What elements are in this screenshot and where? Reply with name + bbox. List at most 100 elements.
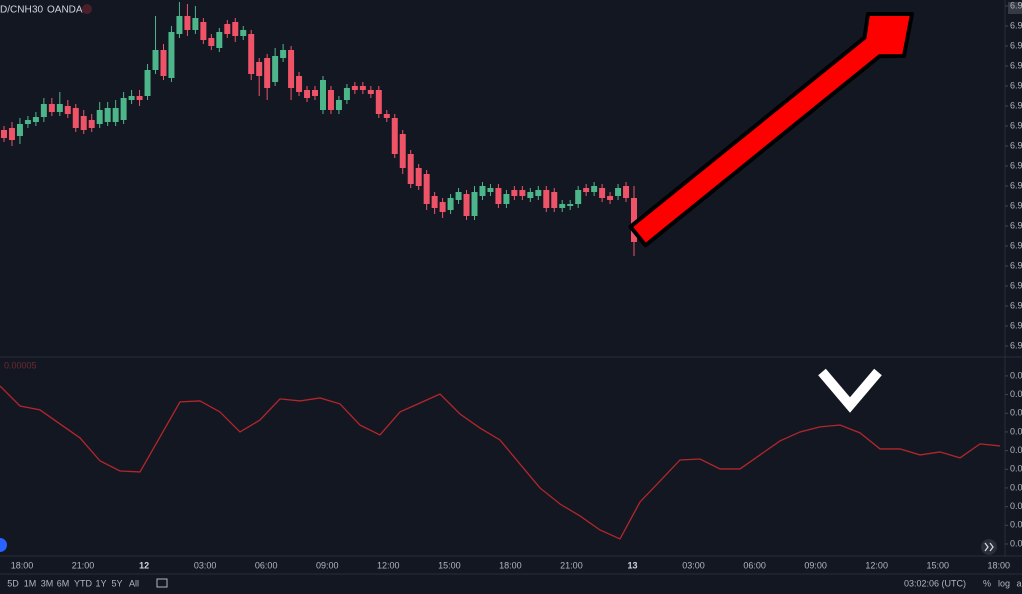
- candle-body: [343, 88, 350, 100]
- range-button[interactable]: 5Y: [111, 578, 122, 588]
- candle-body: [455, 192, 462, 200]
- candle-body: [232, 22, 239, 36]
- indicator-tick-label: 0.00004: [1010, 464, 1022, 474]
- price-tick-label: 6.947: [1010, 120, 1022, 130]
- candle-body: [152, 50, 159, 70]
- range-button[interactable]: 1M: [24, 578, 37, 588]
- time-label: 06:00: [255, 560, 278, 570]
- candle-body: [56, 104, 63, 112]
- candle-body: [296, 76, 303, 92]
- candle-body: [471, 192, 478, 216]
- candle-body: [8, 128, 15, 140]
- scroll-left-button[interactable]: [0, 538, 7, 552]
- indicator-tick-label: 0.00007: [1010, 408, 1022, 418]
- candle-body: [527, 192, 534, 198]
- range-button[interactable]: 5D: [7, 578, 19, 588]
- candle-body: [359, 86, 366, 90]
- candle-body: [200, 22, 207, 40]
- price-tick-label: 6.957: [1010, 20, 1022, 30]
- price-tick-label: 6.955: [1010, 40, 1022, 50]
- time-label: 12: [139, 560, 149, 570]
- candle-body: [224, 24, 231, 34]
- candle-body: [519, 190, 526, 196]
- indicator-tick-label: 0.00001: [1010, 520, 1022, 530]
- candle-body: [335, 100, 342, 110]
- candle-body: [120, 98, 127, 120]
- candle-body: [423, 174, 430, 204]
- scale-option[interactable]: a: [1016, 578, 1021, 588]
- candle-body: [559, 204, 566, 208]
- candle-body: [1, 130, 7, 138]
- candle-body: [631, 198, 637, 242]
- range-button[interactable]: 1Y: [95, 578, 106, 588]
- candle-body: [272, 56, 279, 82]
- price-tick-label: 6.931: [1010, 280, 1022, 290]
- candle-body: [32, 117, 39, 122]
- candle-body: [176, 16, 183, 34]
- candle-body: [208, 38, 215, 46]
- indicator-line: [0, 385, 1001, 540]
- price-tick-label: 6.951: [1010, 80, 1022, 90]
- scale-option[interactable]: log: [998, 578, 1010, 588]
- candle-body: [184, 16, 191, 30]
- price-tick-label: 6.927: [1010, 320, 1022, 330]
- candle-body: [288, 50, 295, 88]
- interval: 30: [32, 5, 44, 16]
- candle-body: [24, 120, 31, 124]
- candle-body: [439, 202, 446, 212]
- indicator-tick-label: 0.00008: [1010, 389, 1022, 399]
- price-tick-label: 6.943: [1010, 160, 1022, 170]
- candle-body: [383, 114, 390, 118]
- candle-body: [327, 90, 334, 110]
- candle-body: [591, 186, 598, 192]
- candle-body: [144, 70, 151, 96]
- time-label: 09:00: [316, 560, 339, 570]
- candle-body: [463, 194, 470, 216]
- candle-body: [248, 34, 255, 74]
- check-annotation: [818, 368, 882, 413]
- chart-header: D/CNH 30 OANDA: [0, 4, 92, 16]
- candle-body: [128, 96, 135, 100]
- candle-body: [192, 18, 199, 30]
- candle-body: [583, 188, 590, 192]
- candle-body: [256, 62, 263, 76]
- candle-body: [80, 116, 87, 130]
- time-label: 18:00: [11, 560, 34, 570]
- candle-body: [487, 188, 494, 192]
- range-button[interactable]: 6M: [57, 578, 70, 588]
- compare-icon[interactable]: [156, 578, 168, 588]
- candle-body: [112, 108, 119, 122]
- time-label: 21:00: [72, 560, 95, 570]
- candle-body: [607, 196, 614, 200]
- range-button[interactable]: YTD: [74, 578, 93, 588]
- scale-option[interactable]: %: [983, 578, 991, 588]
- candle-body: [48, 104, 55, 112]
- price-tick-label: 6.925: [1010, 340, 1022, 350]
- candle-body: [415, 168, 422, 186]
- indicator-tick-label: 0.00006: [1010, 426, 1022, 436]
- scroll-right-button[interactable]: [981, 539, 997, 555]
- candle-body: [575, 190, 582, 204]
- range-button[interactable]: 3M: [41, 578, 54, 588]
- candle-body: [168, 32, 175, 78]
- candle-body: [375, 90, 382, 114]
- arrow-annotation: [628, 12, 914, 248]
- candle-body: [304, 90, 311, 98]
- time-label: 15:00: [926, 560, 949, 570]
- candle-body: [351, 86, 358, 90]
- time-label: 03:00: [194, 560, 217, 570]
- indicator-tick-label: 0.00005: [1010, 445, 1022, 455]
- price-tick-label: 6.941: [1010, 180, 1022, 190]
- time-label: 12:00: [865, 560, 888, 570]
- candle-body: [535, 190, 542, 196]
- candle-body: [104, 108, 111, 122]
- candle-body: [216, 32, 223, 48]
- candle-body: [567, 204, 574, 206]
- candle-body: [96, 110, 103, 124]
- candle-body: [551, 192, 558, 208]
- candle-body: [160, 50, 167, 76]
- market-status-icon[interactable]: [82, 4, 92, 14]
- range-button[interactable]: All: [129, 578, 139, 588]
